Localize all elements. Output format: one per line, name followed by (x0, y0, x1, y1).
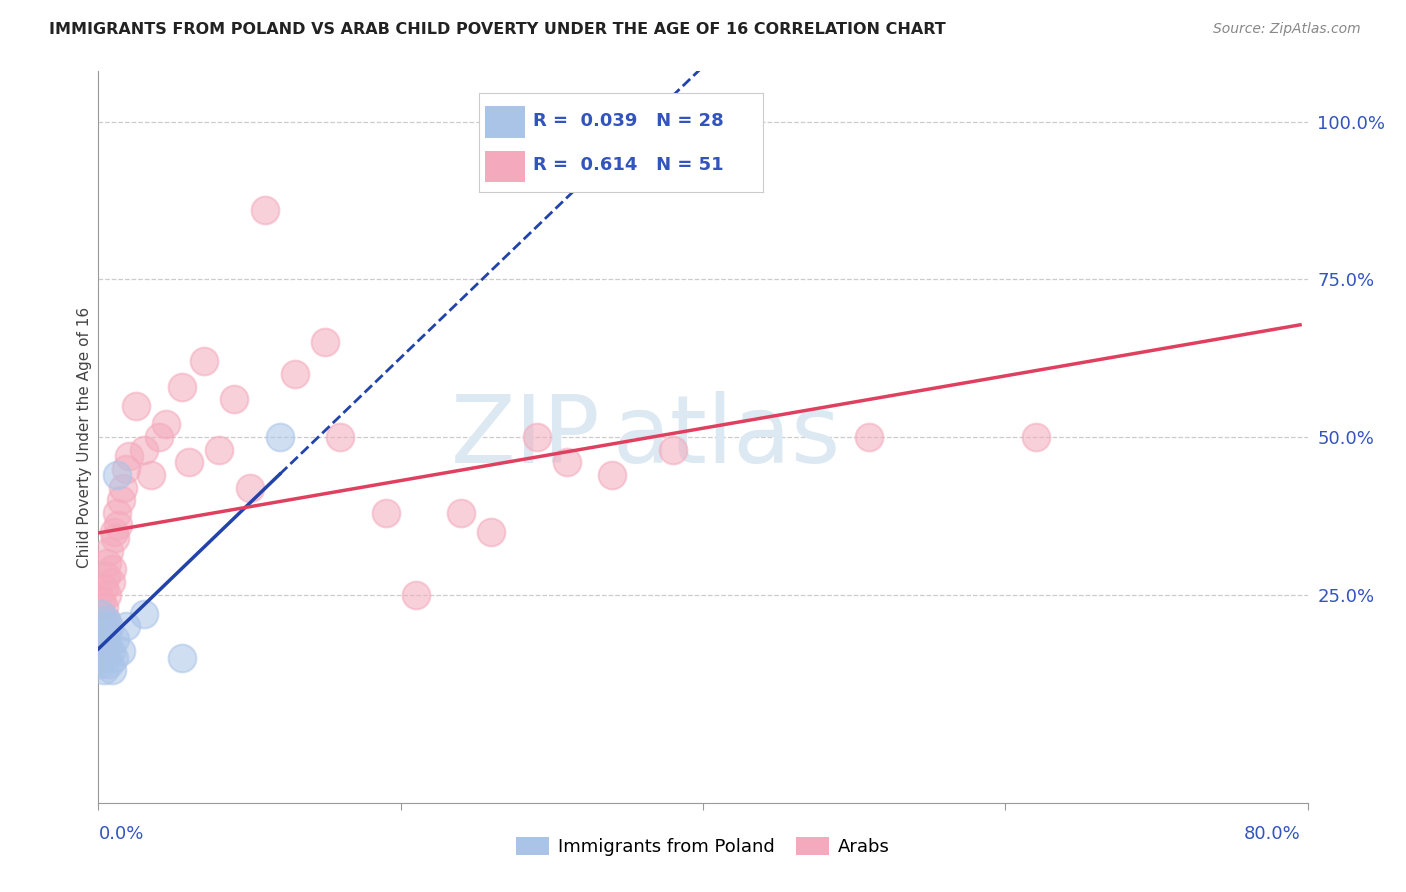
Point (111, 481, 134, 495)
Point (284, 367, 307, 381)
Legend: Immigrants from Poland, Arabs: Immigrants from Poland, Arabs (509, 830, 897, 863)
Point (661, 442, 683, 457)
Point (93, 632, 115, 646)
Point (269, 430, 291, 444)
Point (94, 644, 117, 658)
Point (103, 524, 125, 539)
Point (105, 506, 128, 520)
Point (555, 455, 578, 469)
Text: 0.0%: 0.0% (98, 825, 143, 843)
Point (89, 644, 111, 658)
Point (94, 569, 117, 583)
Point (224, 392, 246, 407)
Point (253, 203, 276, 218)
Text: IMMIGRANTS FROM POLAND VS ARAB CHILD POVERTY UNDER THE AGE OF 16 CORRELATION CHA: IMMIGRANTS FROM POLAND VS ARAB CHILD POV… (49, 22, 946, 37)
Point (94, 613, 117, 627)
Point (193, 354, 215, 368)
Point (89, 632, 111, 646)
Point (96, 638, 118, 652)
Text: atlas: atlas (613, 391, 841, 483)
Point (90, 625, 112, 640)
Point (101, 562, 124, 576)
Point (104, 632, 127, 646)
Point (155, 417, 177, 432)
Point (93, 600, 115, 615)
Point (100, 644, 122, 658)
Point (89, 632, 111, 646)
Point (87, 648, 110, 662)
Point (858, 430, 880, 444)
Point (90, 607, 112, 621)
Point (90, 638, 112, 652)
Point (98, 657, 121, 671)
Point (148, 430, 170, 444)
Point (405, 588, 427, 602)
Point (132, 442, 155, 457)
Point (96, 588, 118, 602)
Point (103, 650, 125, 665)
Point (602, 467, 624, 482)
Point (89, 607, 111, 621)
Point (104, 531, 127, 545)
Point (91, 650, 114, 665)
Point (96, 625, 118, 640)
Text: 80.0%: 80.0% (1243, 825, 1301, 843)
Point (1024, 430, 1046, 444)
Point (208, 442, 231, 457)
Text: Source: ZipAtlas.com: Source: ZipAtlas.com (1213, 22, 1361, 37)
Point (98, 619, 121, 633)
Point (93, 582, 115, 596)
Point (114, 619, 136, 633)
Point (526, 430, 548, 444)
Point (89, 657, 111, 671)
Point (170, 650, 193, 665)
Y-axis label: Child Poverty Under the Age of 16: Child Poverty Under the Age of 16 (77, 307, 91, 567)
Point (89, 644, 111, 658)
Point (110, 493, 132, 508)
Point (91, 619, 114, 633)
Point (170, 379, 193, 393)
Point (100, 575, 122, 590)
Point (90, 638, 112, 652)
Point (481, 524, 503, 539)
Point (450, 506, 472, 520)
Point (105, 467, 128, 482)
Point (179, 455, 201, 469)
Point (141, 467, 163, 482)
Point (329, 430, 352, 444)
Point (98, 543, 121, 558)
Point (314, 335, 336, 350)
Point (132, 607, 155, 621)
Point (91, 638, 114, 652)
Point (91, 619, 114, 633)
Point (90, 594, 112, 608)
Point (96, 556, 118, 570)
Point (107, 518, 129, 533)
Point (118, 449, 141, 463)
Point (114, 461, 136, 475)
Point (110, 644, 132, 658)
Point (90, 625, 112, 640)
Text: ZIP: ZIP (450, 391, 600, 483)
Point (125, 399, 148, 413)
Point (239, 481, 262, 495)
Point (94, 613, 117, 627)
Point (374, 506, 396, 520)
Point (87, 648, 110, 662)
Point (93, 664, 115, 678)
Point (91, 650, 114, 665)
Point (101, 664, 124, 678)
